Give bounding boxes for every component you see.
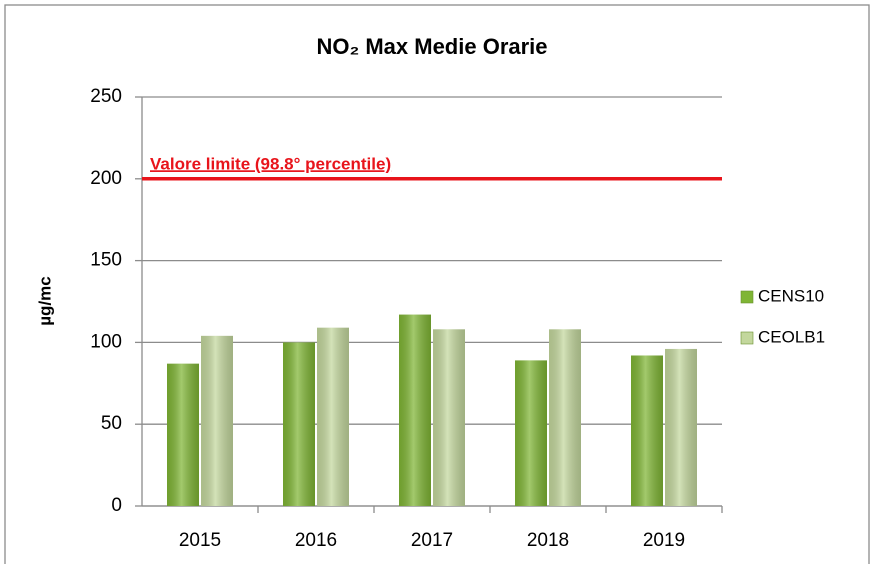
- x-tick-label: 2015: [179, 530, 221, 551]
- y-axis-label: µg/mc: [35, 276, 54, 325]
- bar-shade: [201, 335, 233, 506]
- y-tick-label: 150: [90, 250, 122, 271]
- y-tick-label: 200: [90, 168, 122, 189]
- y-tick-label: 0: [111, 495, 122, 516]
- legend-label: CEOLB1: [758, 327, 825, 346]
- bar-shade: [665, 348, 697, 506]
- y-tick-label: 250: [90, 86, 122, 107]
- x-tick-label: 2016: [295, 530, 337, 551]
- bar-shade: [167, 363, 199, 506]
- legend-label: CENS10: [758, 286, 824, 305]
- reference-label: Valore limite (98.8° percentile): [150, 154, 391, 173]
- y-tick-label: 100: [90, 331, 122, 352]
- bar-shade: [433, 329, 465, 506]
- bar-shade: [515, 360, 547, 506]
- bar-shade: [549, 329, 581, 506]
- legend-swatch: [740, 331, 754, 345]
- bar-shade: [399, 314, 431, 506]
- chart-title: NO₂ Max Medie Orarie: [316, 34, 547, 59]
- y-tick-label: 50: [101, 413, 122, 434]
- x-tick-label: 2017: [411, 530, 453, 551]
- x-tick-label: 2018: [527, 530, 569, 551]
- bar-shade: [283, 342, 315, 506]
- legend-swatch: [740, 290, 754, 304]
- bar-shade: [631, 355, 663, 506]
- x-tick-label: 2019: [643, 530, 685, 551]
- bar-shade: [317, 327, 349, 506]
